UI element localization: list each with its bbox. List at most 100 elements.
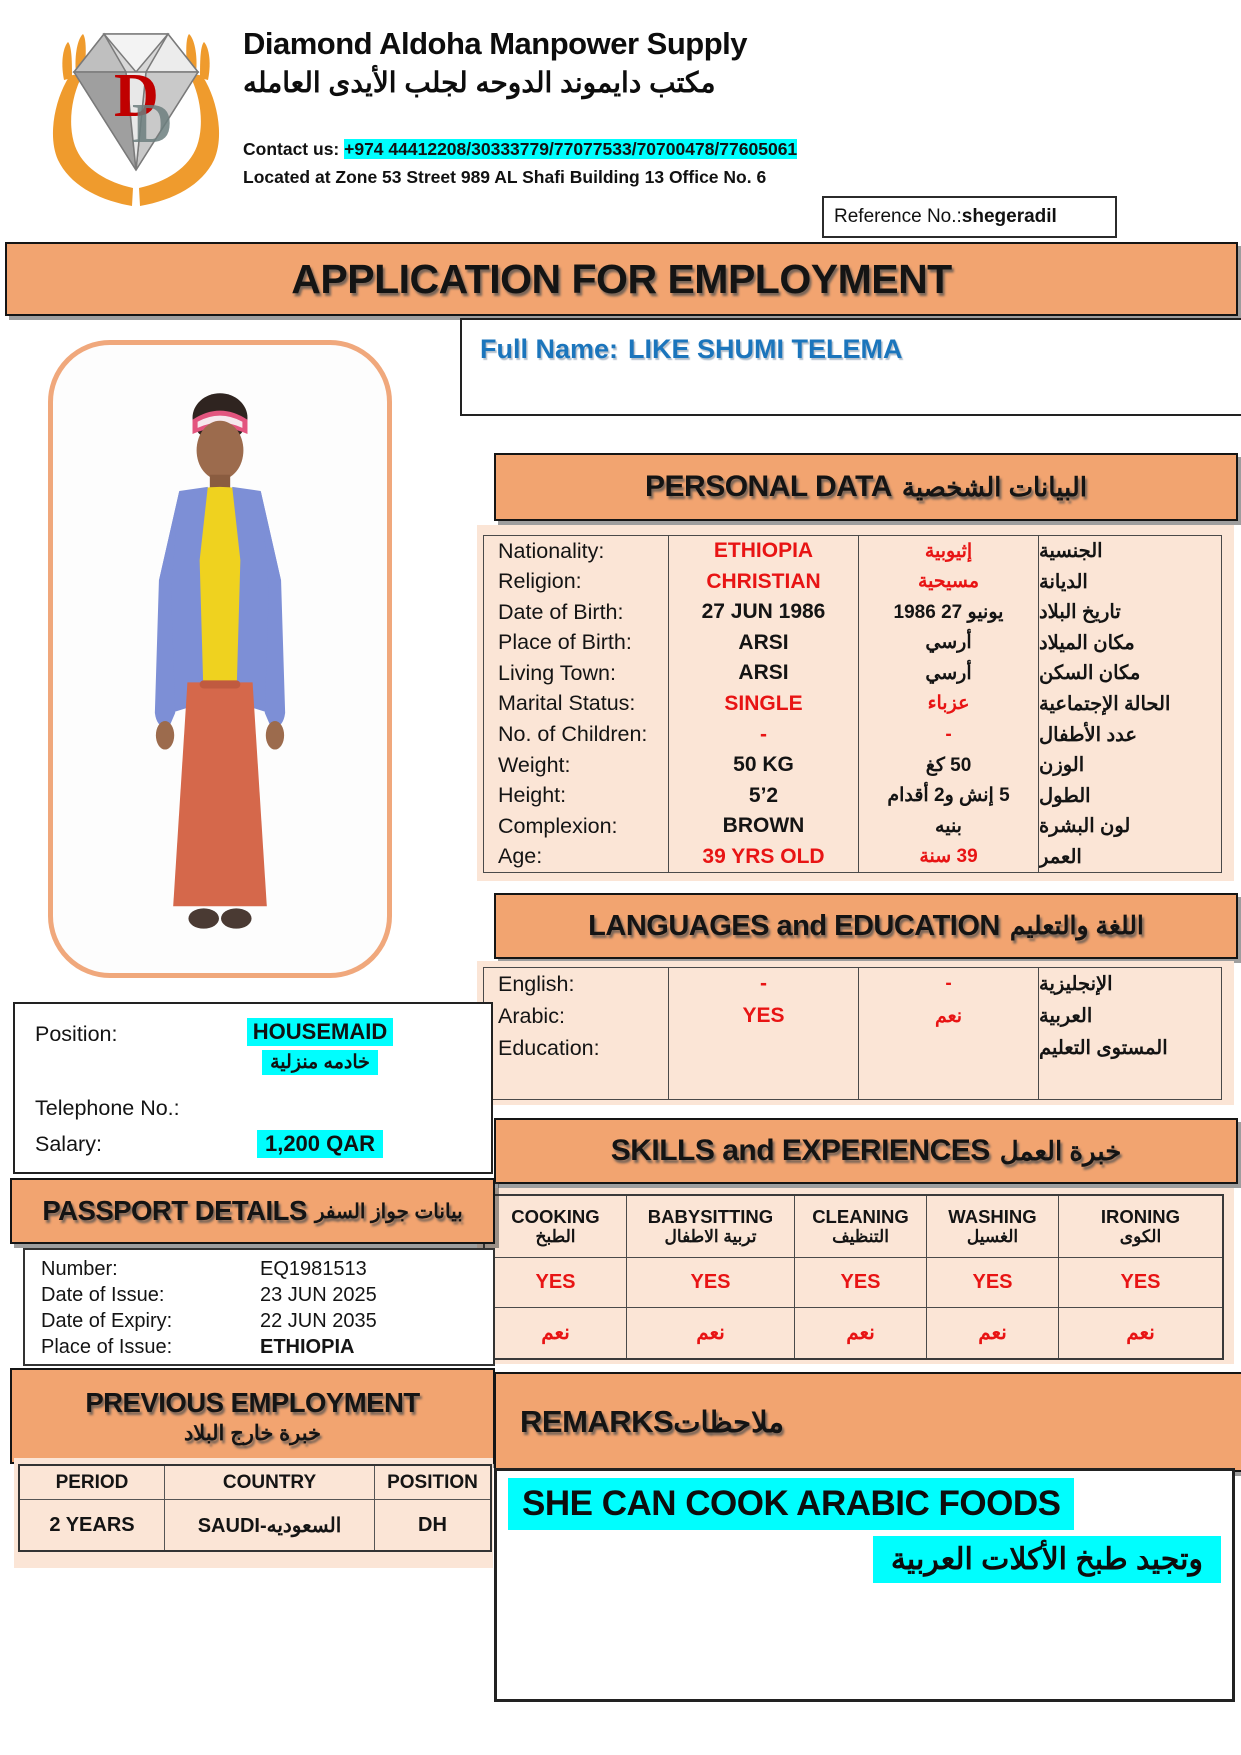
row-label: Place of Birth:: [484, 627, 669, 659]
country-value: SAUDI-السعوديه: [165, 1500, 375, 1550]
page-title: APPLICATION FOR EMPLOYMENT: [291, 255, 952, 302]
row-value: 5’2: [669, 780, 859, 811]
previous-employment-table: PERIOD COUNTRY POSITION 2 YEARS SAUDI-ال…: [18, 1464, 492, 1552]
skills-table: COOKING الطبخ BABYSITTING تربية الاطفال CL…: [483, 1194, 1224, 1360]
languages-title-en: LANGUAGES and EDUCATION: [588, 909, 1000, 942]
languages-education-banner: LANGUAGES and EDUCATION اللغة والتعليم: [494, 893, 1238, 959]
salary-label: Salary:: [35, 1132, 102, 1156]
row-label-ar: لون البشرة: [1039, 815, 1131, 838]
row-value: ARSI: [669, 658, 859, 689]
column-header: PERIOD: [20, 1466, 165, 1500]
row-value-ar: -: [859, 968, 1039, 1000]
row-label: Height:: [484, 780, 669, 811]
applicant-photo: [48, 340, 392, 978]
row-value-ar: -: [859, 719, 1039, 750]
row-label: Arabic:: [484, 1000, 669, 1032]
remarks-line-2-ar: وتجيد طبخ الأكلات العربية: [872, 1536, 1221, 1583]
row-value-ar: يونيو 27 1986: [859, 597, 1039, 628]
previous-employment-banner: PREVIOUS EMPLOYMENT خبرة خارج البلاد: [10, 1368, 495, 1464]
passport-place-label: Place of Issue:: [41, 1336, 173, 1358]
passport-place-value: ETHIOPIA: [260, 1336, 355, 1358]
column-header: POSITION: [375, 1466, 490, 1500]
reference-value: shegeradil: [961, 206, 1057, 227]
remarks-banner: REMARKS ملاحظات: [494, 1372, 1241, 1472]
row-label-ar: الوزن: [1039, 754, 1085, 777]
period-value: 2 YEARS: [20, 1500, 165, 1550]
row-label: Nationality:: [484, 536, 669, 567]
row-value-ar: 39 سنة: [859, 841, 1039, 872]
skill-header-ar: الغسيل: [966, 1227, 1019, 1247]
skill-header: BABYSITTING: [647, 1206, 774, 1228]
row-value: SINGLE: [669, 688, 859, 720]
row-value-ar: 5 إنش و2 أقدام: [859, 780, 1039, 811]
row-label: Marital Status:: [484, 688, 669, 720]
row-label-ar: الطول: [1039, 784, 1091, 807]
skills-banner: SKILLS and EXPERIENCES خبرة العمل: [494, 1118, 1238, 1184]
row-value-ar: إثيوبية: [859, 536, 1039, 567]
row-label-ar: العمر: [1039, 845, 1082, 868]
contact-label: Contact us:: [243, 139, 345, 159]
svg-text:D: D: [132, 93, 172, 155]
passport-title-en: PASSPORT DETAILS: [42, 1195, 307, 1226]
row-label-ar: المستوى التعليم: [1039, 1037, 1168, 1059]
row-value: ETHIOPIA: [669, 536, 859, 567]
row-label: Age:: [484, 841, 669, 872]
skill-header: CLEANING: [812, 1206, 909, 1228]
row-label: English:: [484, 968, 669, 1000]
position-salary-box: Position: HOUSEMAID خادمه منزلية Telepho…: [13, 1002, 493, 1174]
personal-data-title-en: PERSONAL DATA: [645, 470, 892, 503]
passport-issue-value: 23 JUN 2025: [260, 1284, 377, 1306]
reference-label: Reference No.:: [834, 206, 962, 227]
row-label: Date of Birth:: [484, 597, 669, 628]
remarks-title-en: REMARKS: [520, 1404, 674, 1439]
remarks-title-ar: ملاحظات: [673, 1406, 784, 1439]
row-value: [669, 1032, 859, 1064]
full-name-box: Full Name: LIKE SHUMI TELEMA: [460, 318, 1241, 416]
row-label: Education:: [484, 1032, 669, 1064]
address-line: Located at Zone 53 Street 989 AL Shafi B…: [243, 167, 767, 187]
passport-details-box: Number: EQ1981513 Date of Issue: 23 JUN …: [23, 1248, 495, 1366]
row-value-ar: مسيحية: [859, 566, 1039, 598]
row-label-ar: مكان السكن: [1039, 662, 1141, 685]
applicant-portrait-illustration: [154, 393, 286, 929]
skill-yes-ar: نعم: [927, 1308, 1059, 1358]
full-name-label: Full Name:: [480, 334, 619, 364]
page-title-banner: APPLICATION FOR EMPLOYMENT: [5, 242, 1238, 316]
row-label-ar: عدد الأطفال: [1039, 723, 1138, 746]
reference-number-box: Reference No.: shegeradil: [822, 196, 1117, 238]
position-value-ar: خادمه منزلية: [262, 1050, 378, 1075]
row-label: Weight:: [484, 749, 669, 781]
row-label: No. of Children:: [484, 719, 669, 750]
row-label: Complexion:: [484, 810, 669, 842]
row-value: -: [669, 719, 859, 750]
row-value-ar: بنيه: [859, 810, 1039, 842]
skill-yes-ar: نعم: [795, 1308, 927, 1358]
filler-cell: [1039, 1064, 1221, 1099]
previous-title-en: PREVIOUS EMPLOYMENT: [85, 1386, 420, 1418]
skill-yes: YES: [795, 1258, 927, 1308]
remarks-line-1: SHE CAN COOK ARABIC FOODS: [508, 1478, 1075, 1530]
row-value: YES: [669, 1000, 859, 1032]
row-value-ar: 50 كغ: [859, 749, 1039, 781]
skill-yes-ar: نعم: [1126, 1321, 1155, 1344]
position-value: HOUSEMAID: [246, 1018, 394, 1046]
row-value: -: [669, 968, 859, 1000]
row-label-ar: الجنسية: [1039, 540, 1103, 563]
skill-header: IRONING: [1100, 1206, 1181, 1228]
contact-numbers: +974 44412208/30333779/77077533/70700478…: [344, 139, 798, 159]
skill-header: WASHING: [948, 1206, 1037, 1228]
passport-title-ar: بيانات جواز السفر: [314, 1200, 463, 1223]
languages-table: English: - - الإنجليزية Arabic: YES نعم …: [483, 967, 1222, 1100]
skill-yes: YES: [1059, 1258, 1222, 1308]
row-value: 50 KG: [669, 749, 859, 781]
skill-yes: YES: [927, 1258, 1059, 1308]
skill-header-ar: الكوى: [1119, 1227, 1162, 1247]
skill-yes-ar: نعم: [627, 1308, 795, 1358]
position-label: Position:: [35, 1022, 118, 1046]
row-value: ARSI: [669, 627, 859, 659]
skill-yes-ar: نعم: [485, 1308, 627, 1358]
row-label-ar: الديانة: [1039, 570, 1088, 593]
personal-data-banner: PERSONAL DATA البيانات الشخصية: [494, 453, 1238, 521]
filler-cell: [669, 1064, 859, 1099]
